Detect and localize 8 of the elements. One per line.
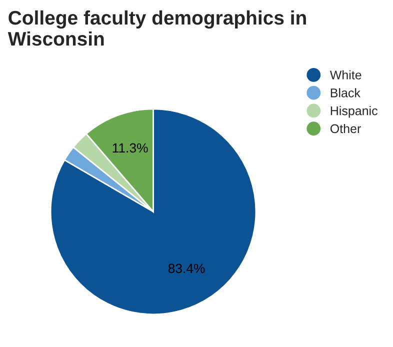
chart-title: College faculty demographics in Wisconsin [8,10,306,46]
data-label: 11.3% [112,143,148,153]
legend-label: Black [330,88,360,98]
pie-slice [50,108,257,316]
legend-label: White [330,70,362,80]
data-label: 83.4% [168,264,205,274]
legend-label: Other [330,124,361,134]
legend-label: Hispanic [330,106,378,118]
